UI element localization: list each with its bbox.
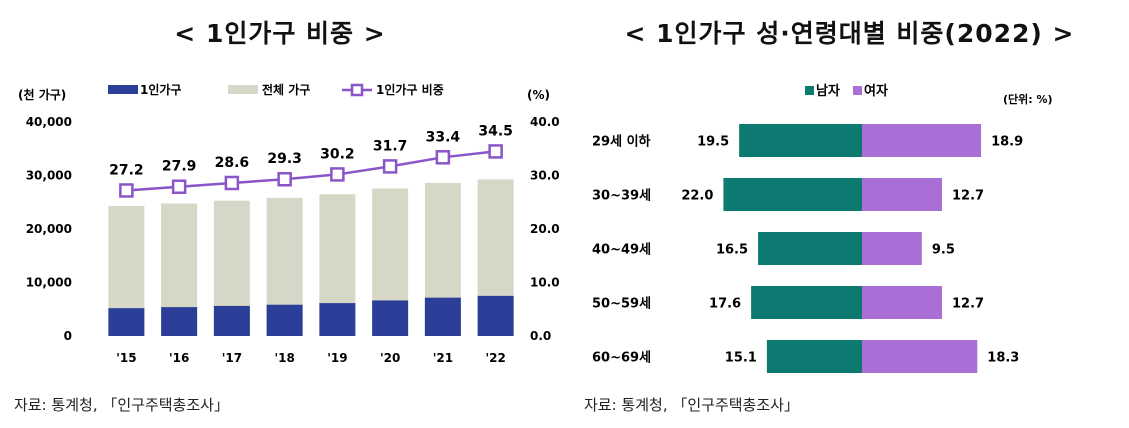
- left-chart-title: < 1인가구 비중 >: [174, 19, 386, 48]
- share-data-label: 33.4: [426, 129, 461, 145]
- bar-female: [862, 124, 982, 157]
- share-data-label: 31.7: [373, 138, 408, 154]
- share-marker: [488, 144, 503, 159]
- share-marker: [330, 167, 345, 182]
- bar-single: [108, 308, 145, 336]
- male-data-label: 17.6: [709, 297, 741, 312]
- bar-male: [739, 124, 862, 157]
- y-left-tick-label: 40,000: [26, 115, 72, 129]
- left-source: 자료: 통계청, 「인구주택총조사」: [14, 396, 229, 414]
- y-right-tick-label: 10.0: [530, 276, 560, 290]
- y-left-tick-label: 0: [64, 329, 72, 343]
- bar-female: [862, 178, 943, 211]
- age-group-label: 40~49세: [592, 243, 651, 258]
- bar-single: [161, 307, 198, 336]
- age-group-label: 29세 이하: [592, 134, 651, 150]
- share-marker: [382, 159, 398, 174]
- bar-single: [477, 295, 514, 336]
- bar-male: [751, 286, 862, 319]
- share-marker: [277, 171, 292, 187]
- legend-swatch-male: [805, 86, 814, 95]
- y-left-tick-label: 20,000: [26, 222, 72, 236]
- bar-female: [862, 232, 922, 265]
- legend-swatch-single: [108, 85, 138, 94]
- bar-female: [862, 340, 978, 373]
- male-data-label: 22.0: [681, 189, 713, 204]
- share-marker: [435, 150, 451, 165]
- y-left-tick-label: 10,000: [26, 276, 72, 290]
- share-data-label: 27.9: [162, 159, 197, 175]
- share-marker: [224, 175, 240, 191]
- share-data-label: 29.3: [267, 151, 302, 167]
- unit-label: (단위: %): [1003, 92, 1053, 106]
- x-tick-label: '22: [485, 351, 505, 365]
- x-tick-label: '16: [169, 351, 189, 365]
- legend-label-share: 1인가구 비중: [376, 82, 444, 97]
- share-line: [126, 150, 496, 192]
- bar-single: [213, 305, 250, 336]
- bar-single: [372, 300, 409, 336]
- male-data-label: 16.5: [716, 243, 748, 258]
- x-tick-label: '20: [380, 351, 400, 365]
- bar-male: [723, 178, 862, 211]
- legend-label-single: 1인가구: [140, 82, 181, 97]
- x-tick-label: '15: [116, 351, 136, 365]
- female-data-label: 12.7: [952, 297, 984, 312]
- bar-male: [758, 232, 862, 265]
- age-group-label: 30~39세: [592, 189, 651, 204]
- left-panel: < 1인가구 비중 > (천 가구) (%) 1인가구 전체 가구 1인가구 비중 0 10…: [0, 0, 560, 428]
- share-marker: [171, 179, 187, 194]
- legend-swatch-female: [853, 86, 862, 95]
- age-group-label: 50~59세: [592, 297, 651, 312]
- male-data-label: 15.1: [725, 351, 757, 366]
- y-left-unit-label: (천 가구): [18, 87, 66, 102]
- right-chart-title: < 1인가구 성·연령대별 비중(2022) >: [624, 19, 1075, 48]
- legend-label-female: 여자: [864, 83, 888, 99]
- y-right-unit-label: (%): [527, 88, 550, 102]
- bar-female: [862, 286, 943, 319]
- share-data-label: 28.6: [215, 155, 250, 171]
- share-data-label: 27.2: [109, 162, 144, 178]
- female-data-label: 18.3: [987, 351, 1019, 366]
- legend-marker-share: [350, 83, 364, 97]
- bar-single: [424, 297, 461, 336]
- male-data-label: 19.5: [697, 135, 729, 150]
- y-right-tick-label: 40.0: [530, 115, 560, 129]
- household-share-chart: (천 가구) (%) 1인가구 전체 가구 1인가구 비중 0 10,000 20,000 30…: [18, 82, 560, 365]
- x-tick-label: '18: [274, 351, 294, 365]
- bar-single: [266, 304, 303, 336]
- y-right-tick-label: 30.0: [530, 169, 560, 183]
- right-source: 자료: 통계청, 「인구주택총조사」: [584, 396, 799, 414]
- x-tick-label: '19: [327, 351, 347, 365]
- y-right-tick-label: 0.0: [530, 329, 551, 343]
- female-data-label: 18.9: [991, 135, 1023, 150]
- y-left-tick-label: 30,000: [26, 169, 72, 183]
- bar-male: [766, 340, 862, 373]
- legend-label-male: 남자: [816, 83, 840, 99]
- x-tick-label: '17: [222, 351, 242, 365]
- female-data-label: 9.5: [932, 243, 955, 258]
- right-panel: < 1인가구 성·연령대별 비중(2022) > 남자 여자 (단위: %) 29세 …: [570, 0, 1129, 428]
- share-data-label: 30.2: [320, 146, 355, 162]
- legend-swatch-total: [228, 85, 258, 94]
- bar-single: [319, 303, 356, 336]
- age-gender-chart: 남자 여자 (단위: %) 29세 이하 19.5 18.9 30~39세 22.0 12.7 4…: [592, 83, 1053, 373]
- x-tick-label: '21: [433, 351, 453, 365]
- female-data-label: 12.7: [952, 189, 984, 204]
- age-group-label: 60~69세: [592, 351, 651, 366]
- legend-label-total: 전체 가구: [262, 82, 310, 97]
- share-data-label: 34.5: [478, 123, 513, 139]
- y-right-tick-label: 20.0: [530, 222, 560, 236]
- share-marker: [119, 183, 134, 198]
